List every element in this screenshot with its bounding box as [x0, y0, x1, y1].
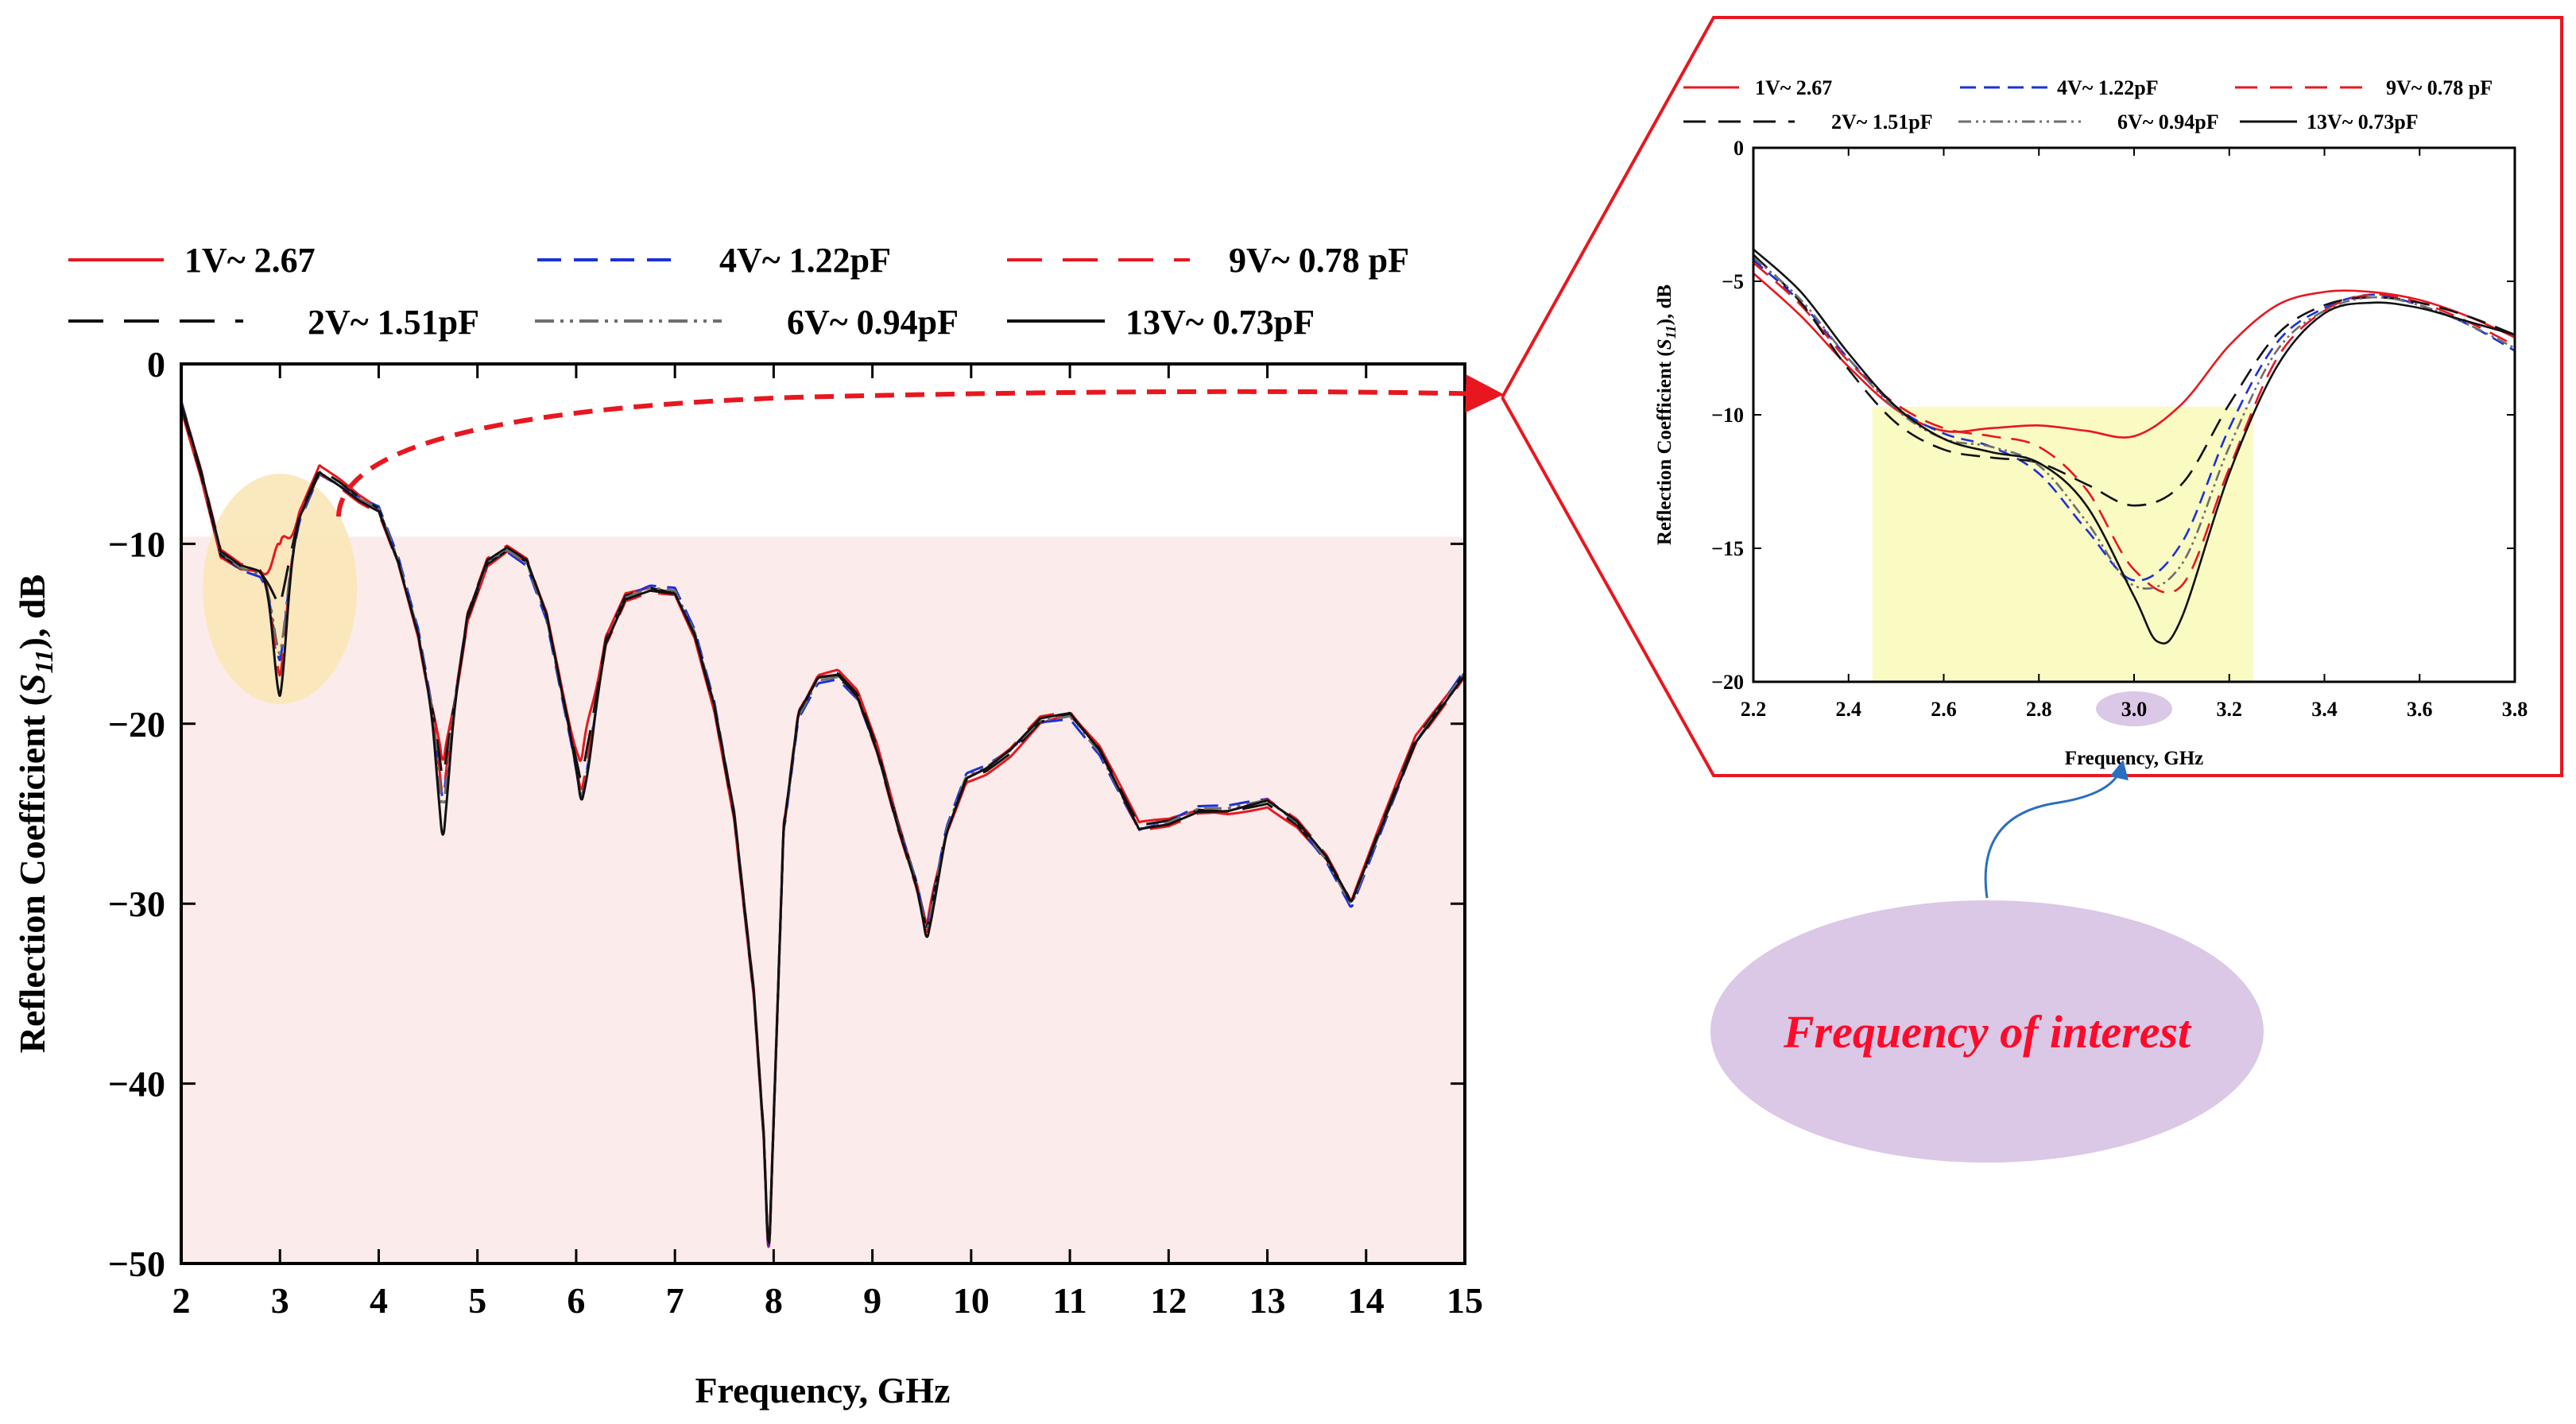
- main-legend-entry: 1V~ 2.67: [68, 241, 316, 280]
- main-x-tick-label: 4: [370, 1280, 388, 1321]
- zoom-series-line-4: [1753, 256, 2515, 590]
- zoom-legend-label-2v: 2V~ 1.51pF: [1831, 110, 1933, 134]
- main-legend-entry: 13V~ 0.73pF: [1007, 303, 1315, 342]
- main-x-tick-label: 12: [1150, 1280, 1187, 1321]
- zoom-ticks: 2.2 2.4 2.6 2.8 3.0 3.2 3.4 3.6 3.8 0 −5 −10 −15 −20: [1711, 137, 2528, 726]
- zoom-legend-entry: 2V~ 1.51pF: [1683, 110, 1933, 134]
- callout-text: Frequency of interest: [1783, 1006, 2192, 1058]
- main-x-tick-label: 3: [271, 1280, 289, 1321]
- legend-label-13v: 13V~ 0.73pF: [1125, 303, 1315, 342]
- main-shaded-region: [181, 536, 1465, 1263]
- zoom-x-tick-label: 3.2: [2217, 698, 2243, 721]
- main-y-tick-label: −10: [108, 524, 165, 564]
- main-x-tick-label: 15: [1447, 1280, 1483, 1321]
- zoom-series-group: [1753, 248, 2515, 645]
- main-y-axis-label: Reflection Coefficient (S11), dB: [12, 575, 58, 1054]
- main-series-group: [181, 400, 1465, 1248]
- callout-ellipse: [1710, 900, 2264, 1163]
- zoom-legend-label-13v: 13V~ 0.73pF: [2307, 110, 2419, 134]
- main-legend-entry: 2V~ 1.51pF: [68, 303, 479, 342]
- main-x-axis-label: Frequency, GHz: [695, 1370, 950, 1410]
- zoom-legend-entry: 6V~ 0.94pF: [1958, 110, 2219, 134]
- zoom-legend: 1V~ 2.67 4V~ 1.22pF 9V~ 0.78 pF 2V~ 1.51…: [1683, 76, 2493, 134]
- main-x-tick-label: 13: [1249, 1280, 1286, 1321]
- zoom-y-tick-label: −10: [1711, 404, 1744, 427]
- main-legend-entry: 6V~ 0.94pF: [535, 303, 959, 342]
- zoom-plot-background: [1872, 406, 2253, 682]
- main-x-tick-label: 8: [765, 1280, 783, 1321]
- zoom-legend-label-1v: 1V~ 2.67: [1755, 76, 1832, 99]
- zoom-highlighted-tick-ellipse: [2096, 691, 2172, 726]
- main-ticks: 2 3 4 5 6 7 8 9 10 11 12 13 14 15 0 −10 −20 −30 −40 −50: [108, 344, 1483, 1321]
- main-y-tick-label: −20: [108, 704, 165, 745]
- zoom-x-axis-label: Frequency, GHz: [2065, 748, 2204, 769]
- main-x-tick-label: 14: [1348, 1280, 1385, 1321]
- zoom-y-tick-label: −5: [1722, 270, 1744, 293]
- zoom-legend-label-4v: 4V~ 1.22pF: [2057, 76, 2159, 99]
- main-series-line-4: [181, 401, 1465, 1245]
- main-x-tick-label: 11: [1052, 1280, 1087, 1321]
- zoom-x-tick-label: 2.8: [2026, 698, 2052, 721]
- zoom-shaded-region: [1872, 406, 2253, 682]
- main-x-tick-label: 2: [172, 1280, 191, 1321]
- main-y-tick-label: −40: [108, 1064, 165, 1105]
- zoom-callout-outline: [1501, 16, 2563, 777]
- main-legend-entry: 4V~ 1.22pF: [537, 241, 891, 280]
- zoom-legend-entry: 9V~ 0.78 pF: [2235, 76, 2493, 99]
- zoom-x-tick-label: 3.8: [2502, 698, 2528, 721]
- main-x-tick-label: 5: [468, 1280, 486, 1321]
- zoom-legend-label-9v: 9V~ 0.78 pF: [2386, 76, 2493, 99]
- zoom-series-line-3: [1753, 253, 2515, 507]
- legend-label-1v: 1V~ 2.67: [184, 241, 316, 280]
- zoom-y-axis-label: Reflection Coefficient (S11), dB: [1654, 284, 1679, 545]
- main-y-tick-label: 0: [147, 344, 165, 385]
- zoom-y-tick-label: −20: [1711, 671, 1744, 694]
- main-x-tick-label: 10: [953, 1280, 990, 1321]
- zoom-legend-entry: 13V~ 0.73pF: [2240, 110, 2419, 134]
- zoom-y-tick-label: −15: [1711, 537, 1744, 560]
- legend-label-6v: 6V~ 0.94pF: [787, 303, 959, 342]
- zoom-x-tick-label: 3.0: [2121, 698, 2148, 721]
- main-x-tick-label: 6: [567, 1280, 585, 1321]
- callout-pointer-arrow: [1984, 760, 2129, 899]
- zoom-x-tick-label: 2.2: [1741, 698, 1767, 721]
- zoom-x-tick-label: 3.6: [2407, 698, 2433, 721]
- main-series-line-5: [181, 402, 1465, 1243]
- frequency-of-interest-callout: Frequency of interest: [1710, 760, 2264, 1163]
- main-plot-background: [181, 474, 1465, 1263]
- zoom-legend-label-6v: 6V~ 0.94pF: [2117, 110, 2219, 134]
- main-y-tick-label: −30: [108, 884, 165, 924]
- main-plot-frame: [180, 362, 1466, 1265]
- main-chart: 2 3 4 5 6 7 8 9 10 11 12 13 14 15 0 −10 −20 −30 −40 −50 Fre…: [12, 241, 1483, 1410]
- main-y-tick-label: −50: [108, 1244, 165, 1284]
- zoom-x-tick-label: 3.4: [2311, 698, 2338, 721]
- zoom-x-tick-label: 2.6: [1931, 698, 1957, 721]
- zoom-legend-entry: 1V~ 2.67: [1683, 76, 1832, 99]
- legend-label-4v: 4V~ 1.22pF: [719, 241, 891, 280]
- zoom-y-tick-label: 0: [1733, 137, 1744, 160]
- main-series-line-1: [181, 400, 1465, 1247]
- zoom-series-line-0: [1753, 272, 2515, 439]
- main-legend-entry: 9V~ 0.78 pF: [1007, 241, 1409, 280]
- zoom-x-tick-label: 2.4: [1836, 698, 1862, 721]
- zoom-legend-entry: 4V~ 1.22pF: [1960, 76, 2159, 99]
- main-legend: 1V~ 2.67 4V~ 1.22pF 9V~ 0.78 pF 2V~ 1.51…: [68, 241, 1409, 342]
- main-x-tick-label: 9: [863, 1280, 881, 1321]
- main-x-tick-label: 7: [666, 1280, 684, 1321]
- zoom-series-line-5: [1753, 248, 2515, 645]
- main-highlight-circle: [203, 474, 358, 704]
- legend-label-2v: 2V~ 1.51pF: [308, 303, 479, 342]
- legend-label-9v: 9V~ 0.78 pF: [1229, 241, 1409, 280]
- zoom-link-arrow: [336, 374, 1504, 517]
- zoom-panel: 2.2 2.4 2.6 2.8 3.0 3.2 3.4 3.6 3.80−5−10−15−20 …: [1501, 16, 2563, 777]
